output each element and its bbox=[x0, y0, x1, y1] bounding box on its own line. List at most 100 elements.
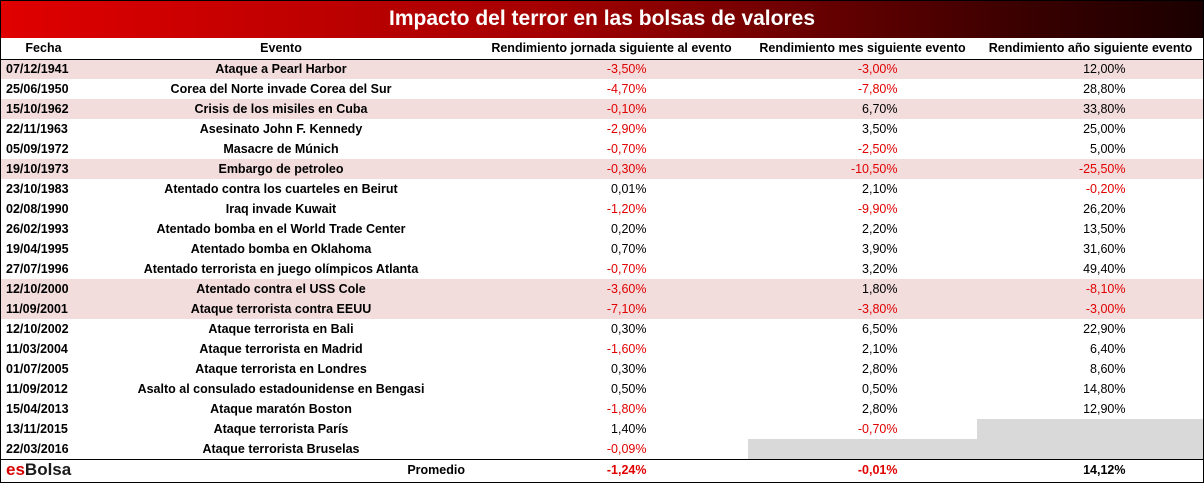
cell-anio: 28,80% bbox=[977, 79, 1204, 99]
cell-anio-value: -3,00% bbox=[1085, 302, 1126, 316]
cell-mes: -10,50% bbox=[748, 159, 977, 179]
returns-table: Fecha Evento Rendimiento jornada siguien… bbox=[0, 38, 1204, 481]
cell-dia-value: -7,10% bbox=[606, 302, 647, 316]
cell-dia-value: -4,70% bbox=[606, 82, 647, 96]
cell-fecha: 23/10/1983 bbox=[6, 182, 69, 196]
cell-mes: 2,80% bbox=[748, 399, 977, 419]
table-row: 15/04/2013 Ataque maratón Boston -1,80% 2,8… bbox=[0, 399, 1204, 419]
cell-mes-value: 2,10% bbox=[862, 342, 898, 356]
cell-mes: -2,50% bbox=[748, 139, 977, 159]
cell-fecha: 11/03/2004 bbox=[6, 342, 68, 356]
average-label: Promedio bbox=[87, 458, 475, 481]
table-row: 25/06/1950 Corea del Norte invade Corea d… bbox=[0, 79, 1204, 99]
cell-dia-value: -0,30% bbox=[606, 162, 647, 176]
cell-anio-value: -0,20% bbox=[1085, 182, 1126, 196]
cell-mes: -3,00% bbox=[748, 59, 977, 79]
cell-mes: 2,10% bbox=[748, 179, 977, 199]
cell-fecha: 02/08/1990 bbox=[6, 202, 69, 216]
table-row: 11/03/2004 Ataque terrorista en Madrid -1,… bbox=[0, 339, 1204, 359]
cell-anio: 12,90% bbox=[977, 399, 1204, 419]
cell-mes-value: 2,80% bbox=[862, 402, 898, 416]
cell-anio-value: 12,90% bbox=[1083, 402, 1126, 416]
cell-dia: -2,90% bbox=[475, 119, 748, 139]
cell-anio-value: 28,80% bbox=[1083, 82, 1126, 96]
cell-evento: Masacre de Múnich bbox=[223, 142, 339, 156]
cell-evento: Ataque terrorista París bbox=[213, 422, 349, 436]
cell-anio-value: 49,40% bbox=[1083, 262, 1126, 276]
cell-anio-value: 8,60% bbox=[1090, 362, 1126, 376]
cell-anio: 22,90% bbox=[977, 319, 1204, 339]
cell-evento: Ataque a Pearl Harbor bbox=[87, 59, 475, 79]
cell-mes: 6,50% bbox=[748, 319, 977, 339]
cell-evento: Ataque terrorista en Bali bbox=[208, 322, 354, 336]
cell-dia-value: 0,01% bbox=[611, 182, 647, 196]
cell-anio: 8,60% bbox=[977, 359, 1204, 379]
cell-mes-value: 2,20% bbox=[862, 222, 898, 236]
cell-fecha: 19/04/1995 bbox=[6, 242, 69, 256]
column-header-anio: Rendimiento año siguiente evento bbox=[977, 38, 1204, 60]
cell-dia: -1,80% bbox=[475, 399, 748, 419]
cell-dia-value: 0,50% bbox=[611, 382, 647, 396]
cell-dia: -7,10% bbox=[475, 299, 748, 319]
cell-anio: -25,50% bbox=[977, 159, 1204, 179]
column-header-fecha: Fecha bbox=[0, 38, 87, 60]
cell-dia-value: -1,60% bbox=[606, 342, 647, 356]
cell-anio bbox=[977, 439, 1204, 459]
cell-fecha: 12/10/2000 bbox=[0, 279, 87, 299]
cell-dia: -4,70% bbox=[475, 79, 748, 99]
cell-anio: 25,00% bbox=[977, 119, 1204, 139]
table-row: 19/10/1973 Embargo de petroleo -0,30% -10,5… bbox=[0, 159, 1204, 179]
cell-evento: Atentado terrorista en juego olímpicos A… bbox=[143, 262, 419, 276]
cell-dia-value: 0,70% bbox=[611, 242, 647, 256]
cell-mes: 2,80% bbox=[748, 359, 977, 379]
table-row: 15/10/1962 Crisis de los misiles en Cuba -… bbox=[0, 99, 1204, 119]
cell-dia-value: 0,30% bbox=[611, 362, 647, 376]
cell-evento: Ataque terrorista en Londres bbox=[195, 362, 367, 376]
cell-fecha: 13/11/2015 bbox=[6, 422, 68, 436]
cell-mes: 2,20% bbox=[748, 219, 977, 239]
cell-anio: 12,00% bbox=[977, 59, 1204, 79]
cell-mes: 2,10% bbox=[748, 339, 977, 359]
cell-evento: Ataque terrorista Bruselas bbox=[202, 441, 360, 456]
cell-dia-value: -1,20% bbox=[606, 202, 647, 216]
cell-dia: -1,60% bbox=[475, 339, 748, 359]
cell-anio: 49,40% bbox=[977, 259, 1204, 279]
cell-anio: 14,80% bbox=[977, 379, 1204, 399]
cell-mes-value: 6,50% bbox=[862, 322, 898, 336]
table-row: 13/11/2015 Ataque terrorista París 1,40% -0… bbox=[0, 419, 1204, 439]
cell-anio: 13,50% bbox=[977, 219, 1204, 239]
cell-mes: -0,70% bbox=[748, 419, 977, 439]
cell-dia: 0,30% bbox=[475, 319, 748, 339]
cell-dia: -0,70% bbox=[475, 259, 748, 279]
cell-anio: 33,80% bbox=[977, 99, 1204, 119]
cell-dia-value: -1,80% bbox=[606, 402, 647, 416]
cell-evento: Atentado contra el USS Cole bbox=[87, 279, 475, 299]
esbolsa-logo: esBolsa bbox=[0, 458, 87, 481]
cell-dia: 0,01% bbox=[475, 179, 748, 199]
cell-evento: Atentado contra los cuarteles en Beirut bbox=[164, 182, 398, 196]
cell-mes-value: -9,90% bbox=[857, 202, 898, 216]
table-row: 26/02/1993 Atentado bomba en el World Tra… bbox=[0, 219, 1204, 239]
cell-fecha: 26/02/1993 bbox=[6, 222, 69, 236]
table-row: 22/03/2016 Ataque terrorista Bruselas -0,0… bbox=[0, 439, 1204, 459]
table-row: 12/10/2002 Ataque terrorista en Bali 0,30%… bbox=[0, 319, 1204, 339]
cell-evento: Atentado bomba en el World Trade Center bbox=[156, 222, 406, 236]
cell-mes: 3,20% bbox=[748, 259, 977, 279]
cell-evento: Crisis de los misiles en Cuba bbox=[87, 99, 475, 119]
table-row: 07/12/1941 Ataque a Pearl Harbor -3,50% -3,… bbox=[0, 59, 1204, 79]
table-row: 11/09/2001 Ataque terrorista contra EEUU -… bbox=[0, 299, 1204, 319]
cell-anio-value: 5,00% bbox=[1090, 142, 1126, 156]
cell-fecha: 01/07/2005 bbox=[6, 362, 69, 376]
cell-anio-value: 6,40% bbox=[1090, 342, 1126, 356]
table-row: 23/10/1983 Atentado contra los cuarteles … bbox=[0, 179, 1204, 199]
cell-mes-value: 0,50% bbox=[862, 382, 898, 396]
table-row: 01/07/2005 Ataque terrorista en Londres 0,… bbox=[0, 359, 1204, 379]
cell-evento: Ataque terrorista contra EEUU bbox=[87, 299, 475, 319]
cell-anio-value: 31,60% bbox=[1083, 242, 1126, 256]
cell-anio: -3,00% bbox=[977, 299, 1204, 319]
cell-dia: -0,70% bbox=[475, 139, 748, 159]
cell-mes-value: 2,10% bbox=[862, 182, 898, 196]
cell-dia: 0,30% bbox=[475, 359, 748, 379]
cell-dia-value: 0,20% bbox=[611, 222, 647, 236]
cell-anio-value: 33,80% bbox=[1083, 102, 1126, 116]
